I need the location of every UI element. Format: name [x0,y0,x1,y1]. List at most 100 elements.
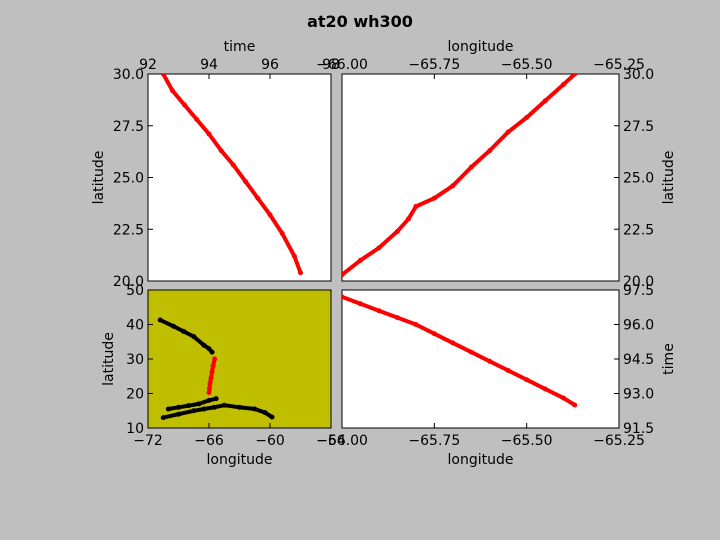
data-point [376,245,382,251]
y-tick-label: 20.0 [623,274,654,290]
data-point [207,385,213,391]
series-line [161,403,274,420]
data-point [221,402,227,408]
data-point [212,356,218,362]
y-axis-label: latitude [101,332,117,386]
data-point [291,253,297,259]
data-point [206,397,212,403]
x-tick-label: 92 [139,57,157,73]
x-tick-label: 98 [322,57,340,73]
x-tick-label: −66 [194,433,224,449]
y-tick-label: 94.5 [623,352,654,368]
data-point [252,406,258,412]
data-point [211,404,217,410]
x-axis-label: time [224,39,256,55]
data-point [243,179,249,185]
data-point [357,257,363,263]
y-tick-label: 30.0 [113,67,144,83]
x-tick-label: −54 [316,433,346,449]
data-point [201,406,207,412]
data-point [342,272,345,278]
data-point [213,396,219,402]
y-tick-label: 27.5 [623,119,654,135]
x-axis-label: longitude [448,39,514,55]
data-point [342,294,345,300]
data-point [191,334,197,340]
data-point [208,375,214,381]
x-tick-label: 94 [200,57,218,73]
data-point [210,363,216,369]
y-tick-label: 22.5 [113,222,144,238]
y-tick-label: 96.0 [623,318,654,334]
x-axis-label: longitude [448,452,514,468]
y-tick-label: 50 [126,283,144,299]
data-point [230,162,236,168]
data-point [206,346,212,352]
data-point [405,216,411,222]
y-tick-label: 27.5 [113,119,144,135]
y-tick-label: 10 [126,421,144,437]
y-axis-label: latitude [91,151,107,205]
x-tick-label: −65.75 [408,57,460,73]
y-tick-label: 25.0 [623,171,654,187]
x-axis-label: longitude [207,452,273,468]
data-points [157,317,275,421]
plot-longitude-vs-latitude: −66.00 −65.75 −65.50 −65.25 20.0 22.5 25.0 27.5… [316,39,677,290]
data-point [206,389,212,395]
data-point [255,195,261,201]
data-point [298,270,303,276]
x-tick-label: 96 [261,57,279,73]
data-point [169,88,175,94]
y-tick-label: 30.0 [623,67,654,83]
data-point [157,317,163,323]
data-point [413,322,419,327]
data-point [269,414,275,420]
data-point [237,404,242,410]
data-point [209,369,215,375]
x-tick-label: −60 [255,433,285,449]
data-point [572,74,578,77]
y-tick-label: 40 [126,318,144,334]
data-point [431,195,437,201]
y-tick-label: 25.0 [113,171,144,187]
data-point [194,117,200,123]
data-point [394,315,400,321]
series-line [342,294,577,407]
data-point [487,148,493,154]
data-point [561,395,567,401]
data-point [450,340,456,346]
axes-frame [341,73,620,282]
x-tick-label: −66.00 [316,433,368,449]
data-point [542,98,548,104]
data-point [191,408,197,414]
data-point [267,212,273,218]
figure-title: at20 wh300 [307,12,413,31]
plots: 92 94 96 98 20.0 22.5 25.0 27.5 30.0 time latitude… [91,39,677,468]
data-point [201,342,207,348]
data-points [342,294,578,408]
y-tick-label: 91.5 [623,421,654,437]
plot-longitude-vs-latitude-map: −72 −66 −60 −54 10 20 30 40 50 longitude latitude [101,283,346,468]
y-axis-label: latitude [661,151,677,205]
y-tick-label: 20.0 [113,274,144,290]
data-point [394,228,400,234]
data-point [542,386,548,392]
data-point [160,74,166,77]
y-tick-label: 97.5 [623,283,654,299]
axes-frame [147,73,332,282]
data-point [357,301,363,307]
data-point [450,183,456,189]
y-tick-label: 22.5 [623,222,654,238]
data-point [176,411,181,417]
data-point [170,323,176,329]
data-point [505,129,511,135]
data-point [160,415,166,421]
data-point [524,114,530,120]
y-axis-label: time [661,343,677,375]
y-tick-label: 93.0 [623,387,654,403]
x-tick-label: −66.00 [316,57,368,73]
data-point [182,102,188,108]
data-point [376,308,382,314]
